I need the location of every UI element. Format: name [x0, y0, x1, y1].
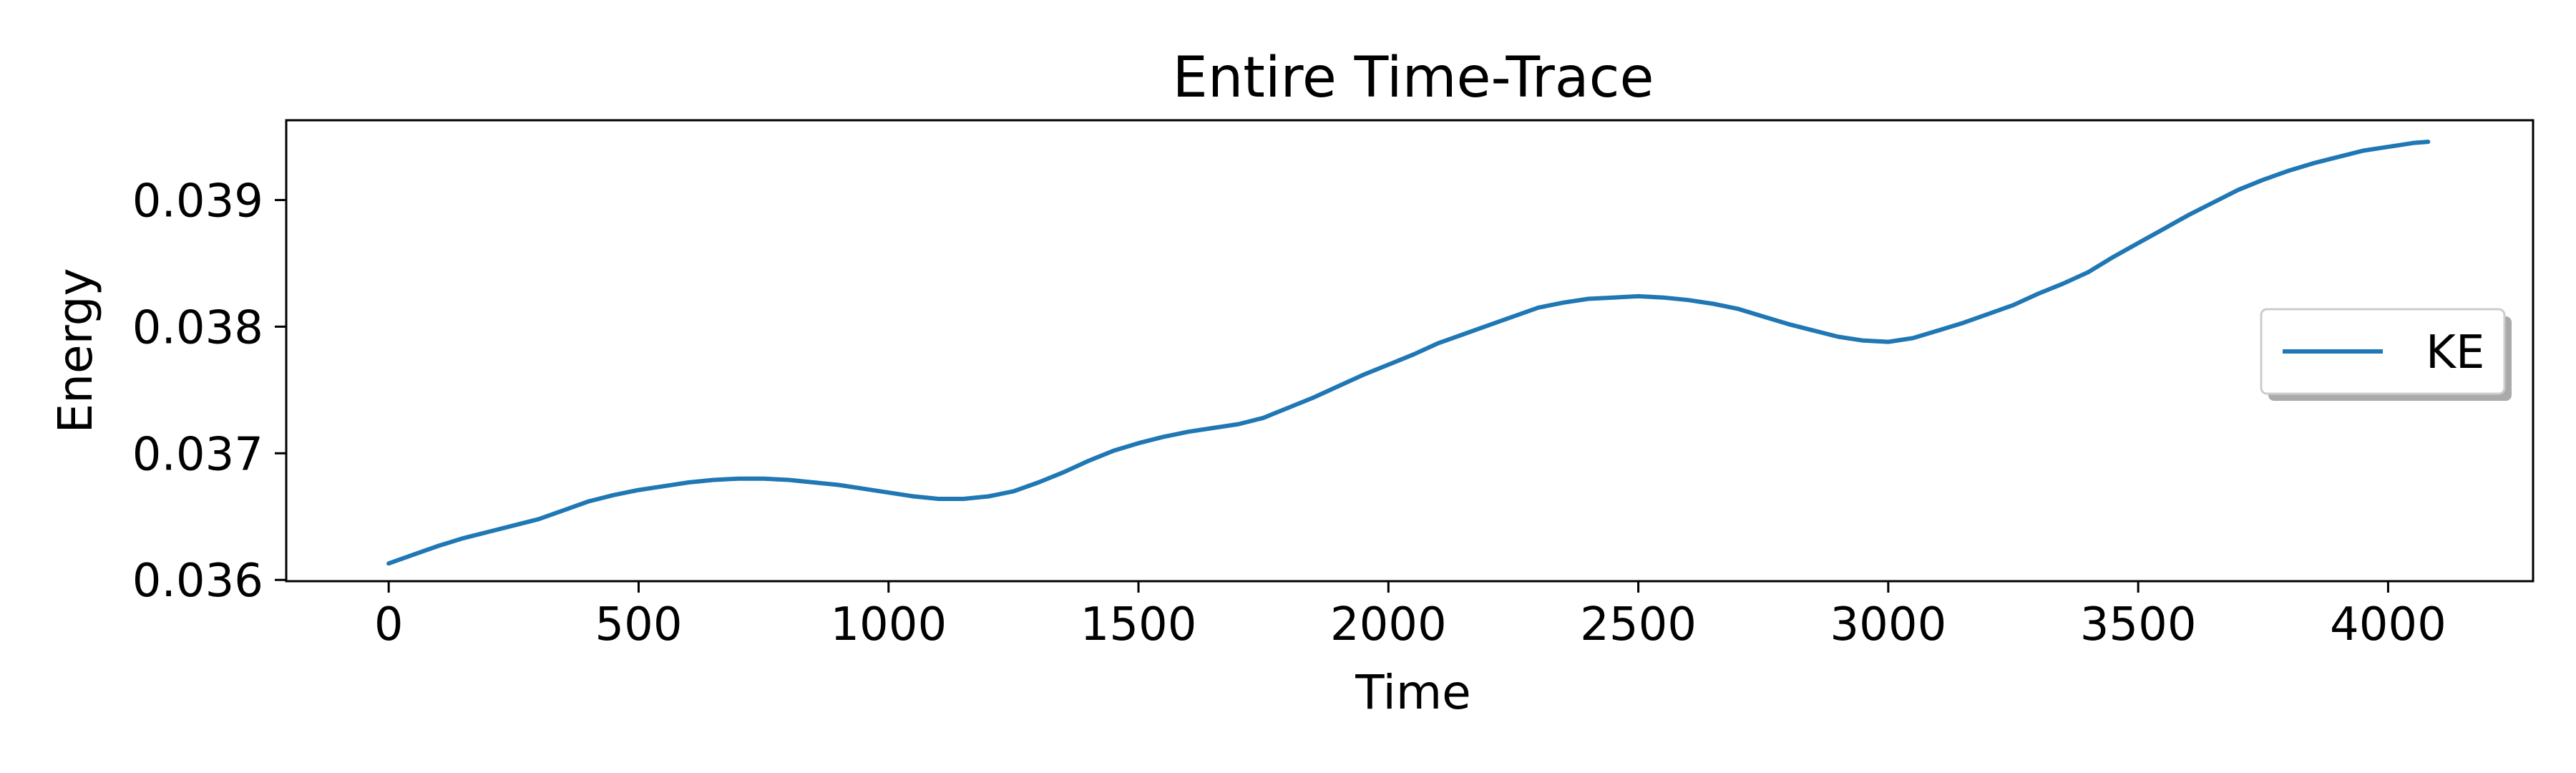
legend-label: KE — [2426, 326, 2484, 379]
x-tick-label: 3500 — [2080, 598, 2197, 651]
chart-title: Entire Time-Trace — [1173, 46, 1654, 110]
x-tick-label: 1000 — [830, 598, 947, 651]
x-tick-label: 1500 — [1080, 598, 1197, 651]
y-tick-label: 0.038 — [132, 301, 263, 354]
x-tick-label: 2500 — [1580, 598, 1697, 651]
x-tick-label: 500 — [595, 598, 682, 651]
y-tick-label: 0.039 — [132, 175, 263, 228]
legend: KE — [2260, 308, 2512, 401]
plot-area — [386, 140, 2431, 566]
x-tick-label: 0 — [374, 598, 404, 651]
y-tick-label: 0.037 — [132, 428, 263, 481]
axis-ticks: 0 500 1000 1500 2000 2500 3000 3500 4000 0.036 0.0… — [132, 175, 2446, 651]
x-tick-label: 4000 — [2330, 598, 2446, 651]
series-line-ke — [386, 140, 2431, 566]
plot-frame — [285, 119, 2534, 583]
y-axis-label: Energy — [48, 268, 103, 433]
y-tick-label: 0.036 — [132, 555, 263, 608]
x-tick-label: 2000 — [1330, 598, 1447, 651]
x-axis-label: Time — [1355, 665, 1471, 720]
x-tick-label: 3000 — [1830, 598, 1946, 651]
